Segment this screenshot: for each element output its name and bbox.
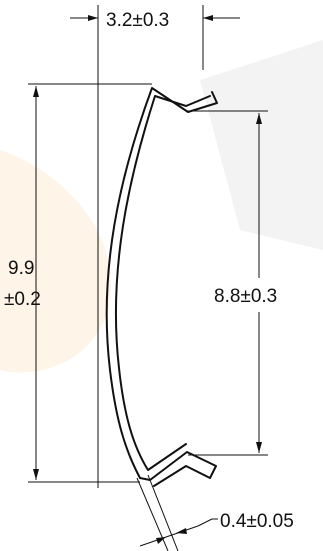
thickness-dimension: 0.4±0.05 — [136, 474, 294, 551]
inner-height-label: 8.8±0.3 — [214, 286, 277, 307]
inner-arrow-bottom — [256, 442, 262, 453]
overall-height-dimension: 9.9 ±0.2 — [4, 83, 152, 483]
overall-height-value: 9.9 — [8, 258, 34, 279]
watermark-logo — [0, 40, 323, 373]
inner-arrow-top — [256, 113, 262, 124]
watermark-shape-gray — [200, 40, 323, 250]
thickness-ext-line-2 — [147, 474, 179, 551]
overall-arrow-top — [33, 86, 39, 97]
thickness-dim-line — [139, 525, 199, 547]
inner-height-dimension: 8.8±0.3 — [186, 110, 277, 456]
thickness-arrow-right — [176, 528, 187, 534]
top-width-dimension: 3.2±0.3 — [70, 5, 240, 488]
overall-height-tolerance: ±0.2 — [4, 289, 41, 310]
top-arrow-left — [88, 15, 98, 21]
top-width-label: 3.2±0.3 — [106, 10, 169, 31]
thickness-leader — [197, 518, 213, 527]
thickness-arrow-left — [156, 537, 166, 544]
overall-arrow-bottom — [33, 469, 39, 480]
clip-outline-outer — [105, 87, 218, 487]
clip-outline-inner — [114, 95, 211, 471]
top-arrow-right — [203, 15, 213, 21]
thickness-label: 0.4±0.05 — [220, 511, 294, 532]
clip-profile — [105, 87, 218, 487]
watermark-shape-orange — [0, 150, 112, 373]
